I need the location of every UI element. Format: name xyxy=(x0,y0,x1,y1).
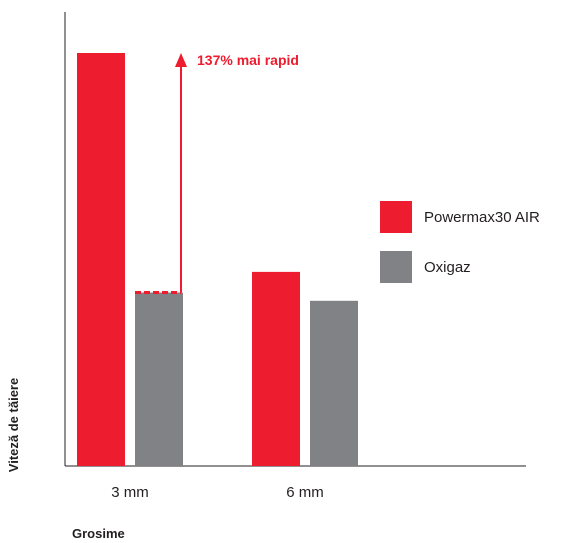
annotation-group: 137% mai rapid xyxy=(135,52,299,295)
legend-label: Powermax30 AIR xyxy=(424,209,540,226)
x-tick-label: 3 mm xyxy=(111,484,149,501)
bars-group xyxy=(77,53,358,466)
x-tick-label: 6 mm xyxy=(286,484,324,501)
legend-label: Oxigaz xyxy=(424,259,471,276)
y-axis-title: Viteză de tăiere xyxy=(6,378,21,472)
bar-6mm-oxigaz xyxy=(310,300,358,466)
x-tick-labels: 3 mm 6 mm xyxy=(111,484,324,501)
x-axis-title: Grosime xyxy=(72,526,125,541)
legend-swatch-oxigaz xyxy=(380,251,412,283)
bar-3mm-oxigaz xyxy=(135,292,183,466)
bar-6mm-powermax30-air xyxy=(252,271,300,466)
bar-3mm-powermax30-air xyxy=(77,53,125,466)
annotation-arrowhead-icon xyxy=(175,53,187,67)
legend: Powermax30 AIR Oxigaz xyxy=(380,201,540,283)
annotation-label: 137% mai rapid xyxy=(197,52,299,68)
legend-swatch-powermax30-air xyxy=(380,201,412,233)
